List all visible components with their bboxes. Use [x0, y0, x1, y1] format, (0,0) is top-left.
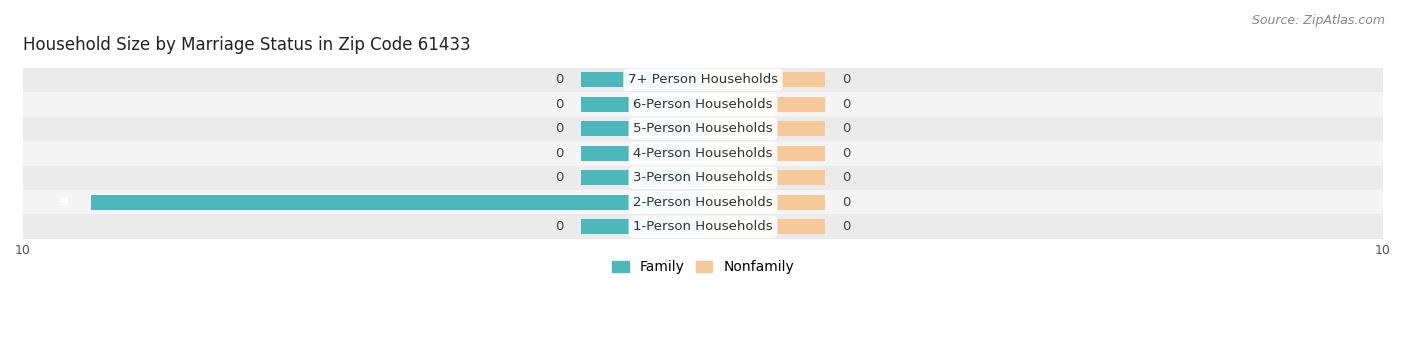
Text: 0: 0 — [555, 220, 564, 233]
Text: 0: 0 — [555, 122, 564, 135]
Text: 0: 0 — [555, 73, 564, 86]
Bar — [22, 214, 1384, 239]
Text: 0: 0 — [842, 220, 851, 233]
Text: 9: 9 — [59, 196, 69, 209]
Bar — [22, 117, 1384, 141]
Bar — [22, 141, 1384, 165]
Bar — [703, 97, 825, 112]
Bar — [581, 170, 703, 186]
Bar — [22, 190, 1384, 214]
Text: 2-Person Households: 2-Person Households — [633, 196, 773, 209]
Text: 0: 0 — [842, 122, 851, 135]
Bar — [581, 97, 703, 112]
Text: 0: 0 — [555, 171, 564, 184]
Text: 0: 0 — [555, 147, 564, 160]
Text: Source: ZipAtlas.com: Source: ZipAtlas.com — [1251, 14, 1385, 27]
Bar — [22, 92, 1384, 117]
Bar — [703, 72, 825, 88]
Text: 0: 0 — [842, 73, 851, 86]
Bar — [581, 72, 703, 88]
Bar — [703, 121, 825, 136]
Text: 5-Person Households: 5-Person Households — [633, 122, 773, 135]
Legend: Family, Nonfamily: Family, Nonfamily — [606, 255, 800, 280]
Text: 1-Person Households: 1-Person Households — [633, 220, 773, 233]
Bar — [581, 219, 703, 234]
Bar — [703, 170, 825, 186]
Text: Household Size by Marriage Status in Zip Code 61433: Household Size by Marriage Status in Zip… — [22, 36, 471, 54]
Bar — [22, 165, 1384, 190]
Text: 7+ Person Households: 7+ Person Households — [628, 73, 778, 86]
Bar — [703, 195, 825, 210]
Text: 0: 0 — [555, 98, 564, 111]
Bar — [703, 219, 825, 234]
Bar — [91, 195, 703, 210]
Text: 6-Person Households: 6-Person Households — [633, 98, 773, 111]
Bar — [581, 146, 703, 161]
Text: 4-Person Households: 4-Person Households — [633, 147, 773, 160]
Bar — [22, 68, 1384, 92]
Bar — [581, 121, 703, 136]
Text: 0: 0 — [842, 147, 851, 160]
Bar — [703, 146, 825, 161]
Text: 0: 0 — [842, 98, 851, 111]
Text: 0: 0 — [842, 171, 851, 184]
Text: 0: 0 — [842, 196, 851, 209]
Text: 3-Person Households: 3-Person Households — [633, 171, 773, 184]
